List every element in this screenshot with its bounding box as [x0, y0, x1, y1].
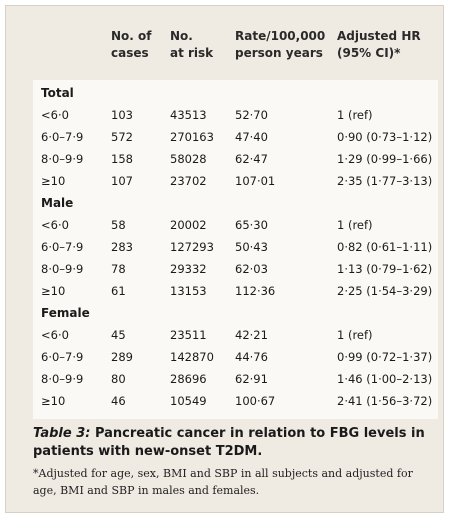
cell-level: 8·0–9·9: [41, 262, 84, 276]
cell-hr: 0·99 (0·72–1·37): [337, 350, 433, 364]
cell-risk: 23702: [170, 174, 207, 188]
header-cases-line1: No. of: [111, 29, 152, 43]
cell-hr: 2·41 (1·56–3·72): [337, 394, 433, 408]
cell-hr: 2·25 (1·54–3·29): [337, 284, 433, 298]
cell-level: <6·0: [41, 218, 69, 232]
cell-cases: 283: [111, 240, 133, 254]
cell-cases: 80: [111, 372, 126, 386]
cell-rate: 42·21: [235, 328, 268, 342]
table-row: <6·0 45 23511 42·21 1 (ref): [33, 325, 438, 347]
header-rate: Rate/100,000 person years: [235, 28, 325, 62]
caption-label: Table 3:: [33, 426, 91, 441]
cell-cases: 61: [111, 284, 126, 298]
group-label: Total: [41, 86, 74, 100]
header-risk-line1: No.: [170, 29, 193, 43]
table-row: ≥10 61 13153 112·36 2·25 (1·54–3·29): [33, 281, 438, 303]
cell-risk: 23511: [170, 328, 207, 342]
group-label: Male: [41, 196, 74, 210]
cell-rate: 107·01: [235, 174, 276, 188]
cell-hr: 1 (ref): [337, 328, 373, 342]
cell-cases: 572: [111, 130, 133, 144]
table-header: No. of cases No. at risk Rate/100,000 pe…: [33, 22, 438, 80]
table-row: 8·0–9·9 80 28696 62·91 1·46 (1·00–2·13): [33, 369, 438, 391]
header-hr-line2: (95% CI)*: [337, 46, 401, 60]
cell-level: 8·0–9·9: [41, 372, 84, 386]
cell-risk: 28696: [170, 372, 207, 386]
table-figure: No. of cases No. at risk Rate/100,000 pe…: [5, 5, 444, 513]
table-row: 6·0–7·9 283 127293 50·43 0·82 (0·61–1·11…: [33, 237, 438, 259]
cell-rate: 62·91: [235, 372, 268, 386]
table-row: <6·0 58 20002 65·30 1 (ref): [33, 215, 438, 237]
cell-level: ≥10: [41, 174, 66, 188]
cell-risk: 20002: [170, 218, 207, 232]
data-table: No. of cases No. at risk Rate/100,000 pe…: [33, 22, 438, 419]
header-rate-line2: person years: [235, 46, 323, 60]
cell-rate: 47·40: [235, 130, 268, 144]
caption-title: Table 3: Pancreatic cancer in relation t…: [33, 425, 438, 461]
cell-hr: 0·82 (0·61–1·11): [337, 240, 433, 254]
cell-rate: 44·76: [235, 350, 268, 364]
cell-level: ≥10: [41, 284, 66, 298]
cell-rate: 112·36: [235, 284, 276, 298]
cell-hr: 1·29 (0·99–1·66): [337, 152, 433, 166]
cell-level: <6·0: [41, 328, 69, 342]
cell-risk: 58028: [170, 152, 207, 166]
cell-rate: 62·47: [235, 152, 268, 166]
cell-cases: 58: [111, 218, 126, 232]
group-heading-total: Total: [33, 83, 438, 105]
cell-hr: 1 (ref): [337, 218, 373, 232]
header-cases: No. of cases: [111, 28, 152, 62]
cell-level: 6·0–7·9: [41, 130, 84, 144]
header-risk-line2: at risk: [170, 46, 214, 60]
cell-cases: 103: [111, 108, 133, 122]
group-label: Female: [41, 306, 90, 320]
cell-risk: 13153: [170, 284, 207, 298]
table-row: <6·0 103 43513 52·70 1 (ref): [33, 105, 438, 127]
cell-cases: 107: [111, 174, 133, 188]
cell-cases: 78: [111, 262, 126, 276]
cell-level: <6·0: [41, 108, 69, 122]
table-body: Total <6·0 103 43513 52·70 1 (ref) 6·0–7…: [33, 80, 438, 419]
header-rate-line1: Rate/100,000: [235, 29, 326, 43]
cell-cases: 45: [111, 328, 126, 342]
caption-text: Pancreatic cancer in relation to FBG lev…: [33, 426, 425, 459]
group-heading-female: Female: [33, 303, 438, 325]
cell-rate: 52·70: [235, 108, 268, 122]
cell-risk: 29332: [170, 262, 207, 276]
table-row: 8·0–9·9 78 29332 62·03 1·13 (0·79–1·62): [33, 259, 438, 281]
cell-cases: 289: [111, 350, 133, 364]
table-row: 6·0–7·9 572 270163 47·40 0·90 (0·73–1·12…: [33, 127, 438, 149]
cell-hr: 1 (ref): [337, 108, 373, 122]
table-caption: Table 3: Pancreatic cancer in relation t…: [33, 425, 438, 499]
cell-risk: 43513: [170, 108, 207, 122]
header-risk: No. at risk: [170, 28, 213, 62]
cell-risk: 10549: [170, 394, 207, 408]
cell-risk: 142870: [170, 350, 214, 364]
cell-rate: 50·43: [235, 240, 268, 254]
cell-rate: 62·03: [235, 262, 268, 276]
header-hr-line1: Adjusted HR: [337, 29, 421, 43]
cell-level: 6·0–7·9: [41, 350, 84, 364]
cell-risk: 127293: [170, 240, 214, 254]
cell-level: ≥10: [41, 394, 66, 408]
table-row: 8·0–9·9 158 58028 62·47 1·29 (0·99–1·66): [33, 149, 438, 171]
cell-cases: 158: [111, 152, 133, 166]
cell-risk: 270163: [170, 130, 214, 144]
cell-cases: 46: [111, 394, 126, 408]
header-cases-line2: cases: [111, 46, 149, 60]
table-row: 6·0–7·9 289 142870 44·76 0·99 (0·72–1·37…: [33, 347, 438, 369]
cell-hr: 2·35 (1·77–3·13): [337, 174, 433, 188]
cell-hr: 0·90 (0·73–1·12): [337, 130, 433, 144]
cell-level: 8·0–9·9: [41, 152, 84, 166]
group-heading-male: Male: [33, 193, 438, 215]
header-hr: Adjusted HR (95% CI)*: [337, 28, 421, 62]
cell-hr: 1·13 (0·79–1·62): [337, 262, 433, 276]
table-row: ≥10 107 23702 107·01 2·35 (1·77–3·13): [33, 171, 438, 193]
table-row: ≥10 46 10549 100·67 2·41 (1·56–3·72): [33, 391, 438, 413]
cell-rate: 100·67: [235, 394, 276, 408]
cell-rate: 65·30: [235, 218, 268, 232]
cell-level: 6·0–7·9: [41, 240, 84, 254]
caption-footnote: *Adjusted for age, sex, BMI and SBP in a…: [33, 467, 413, 497]
cell-hr: 1·46 (1·00–2·13): [337, 372, 433, 386]
